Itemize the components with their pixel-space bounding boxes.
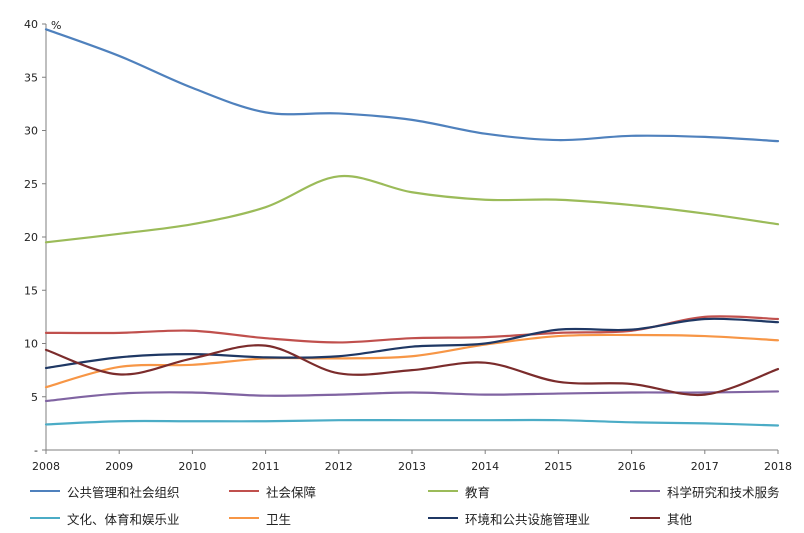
x-tick-label: 2008 bbox=[32, 460, 60, 470]
y-tick-label: 15 bbox=[24, 284, 38, 297]
legend-item: 社会保障 bbox=[229, 482, 428, 500]
y-tick-label: 20 bbox=[24, 231, 38, 244]
series-line-6 bbox=[44, 317, 780, 370]
series-line-2 bbox=[44, 174, 780, 244]
series-line-5 bbox=[44, 333, 780, 389]
line-chart: - 5 10 15 20 25 30 35 40 2008 2009 2010 2011 2012 2013… bbox=[24, 18, 792, 470]
x-tick-label: 2009 bbox=[105, 460, 133, 470]
legend-item: 其他 bbox=[630, 509, 800, 527]
chart-series-lines bbox=[44, 28, 780, 427]
x-tick-label: 2016 bbox=[618, 460, 646, 470]
y-axis-unit-label: % bbox=[51, 19, 61, 32]
legend-item: 科学研究和技术服务 bbox=[630, 482, 800, 500]
y-tick-label: 40 bbox=[24, 18, 38, 31]
y-tick-label: - bbox=[34, 444, 38, 457]
legend-label: 社会保障 bbox=[266, 484, 317, 500]
legend-label: 教育 bbox=[465, 484, 491, 500]
y-tick-label: 5 bbox=[31, 391, 38, 404]
x-tick-label: 2015 bbox=[544, 460, 572, 470]
x-tick-label: 2014 bbox=[471, 460, 499, 470]
legend-label: 科学研究和技术服务 bbox=[667, 484, 780, 500]
series-line-4 bbox=[44, 418, 780, 427]
x-tick-label: 2017 bbox=[691, 460, 719, 470]
series-line-1 bbox=[44, 315, 780, 344]
legend-item: 教育 bbox=[428, 482, 630, 500]
legend-item: 环境和公共设施管理业 bbox=[428, 509, 630, 527]
legend-label: 环境和公共设施管理业 bbox=[465, 511, 591, 527]
legend-item: 文化、体育和娱乐业 bbox=[30, 509, 229, 527]
series-line-7 bbox=[44, 344, 780, 397]
x-tick-label: 2018 bbox=[764, 460, 792, 470]
x-tick-label: 2010 bbox=[178, 460, 206, 470]
legend-swatch bbox=[30, 517, 60, 519]
x-tick-label: 2012 bbox=[325, 460, 353, 470]
legend-item: 公共管理和社会组织 bbox=[30, 482, 229, 500]
x-tick-label: 2011 bbox=[252, 460, 280, 470]
legend-label: 其他 bbox=[667, 511, 693, 527]
chart-axes: - 5 10 15 20 25 30 35 40 2008 2009 2010 2011 2012 2013… bbox=[24, 18, 792, 470]
legend-label: 卫生 bbox=[266, 511, 292, 527]
legend-swatch bbox=[630, 490, 660, 492]
series-line-0 bbox=[44, 28, 780, 143]
legend-swatch bbox=[428, 517, 458, 519]
y-tick-label: 30 bbox=[24, 125, 38, 138]
legend-swatch bbox=[229, 517, 259, 519]
legend-swatch bbox=[428, 490, 458, 492]
y-tick-label: 25 bbox=[24, 178, 38, 191]
x-tick-label: 2013 bbox=[398, 460, 426, 470]
legend-label: 公共管理和社会组织 bbox=[67, 484, 180, 500]
legend-swatch bbox=[229, 490, 259, 492]
legend-item: 卫生 bbox=[229, 509, 428, 527]
legend-swatch bbox=[30, 490, 60, 492]
legend-swatch bbox=[630, 517, 660, 519]
legend-label: 文化、体育和娱乐业 bbox=[67, 511, 180, 527]
chart-legend: 公共管理和社会组织 社会保障 教育 科学研究和技术服务文化、体育和娱乐业 卫生 环境和公共… bbox=[30, 482, 800, 528]
series-line-3 bbox=[44, 390, 780, 403]
y-tick-label: 35 bbox=[24, 71, 38, 84]
y-tick-label: 10 bbox=[24, 338, 38, 351]
